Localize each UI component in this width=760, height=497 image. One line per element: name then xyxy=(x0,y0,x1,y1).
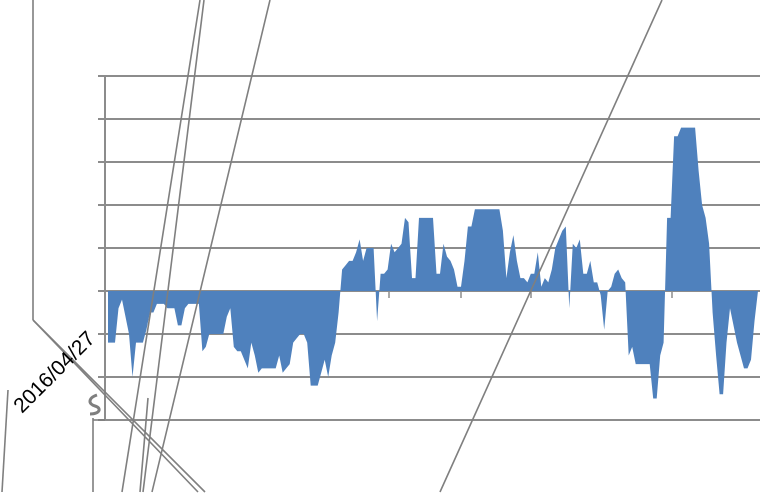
leader-line xyxy=(32,319,206,493)
leader-line xyxy=(121,0,201,493)
break-mark xyxy=(88,393,101,416)
diagonal-lines xyxy=(1,0,663,493)
series-area-fill xyxy=(108,127,758,399)
leader-line xyxy=(32,319,199,493)
leader-line xyxy=(142,0,205,493)
leader-line xyxy=(439,0,663,493)
leader-line xyxy=(139,397,149,493)
leader-line xyxy=(1,389,9,493)
leader-line xyxy=(151,0,271,493)
series-area xyxy=(108,127,758,399)
